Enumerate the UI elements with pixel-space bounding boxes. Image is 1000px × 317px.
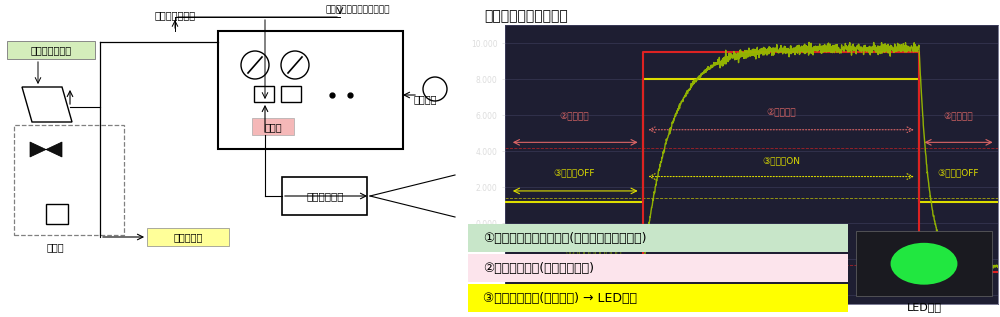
Text: ②　電磁弁出力(開閉指令信号): ② 電磁弁出力(開閉指令信号) — [483, 262, 594, 275]
FancyBboxPatch shape — [856, 231, 992, 296]
FancyBboxPatch shape — [147, 228, 229, 246]
Text: データロガー: データロガー — [306, 191, 344, 201]
Circle shape — [281, 51, 309, 79]
Circle shape — [241, 51, 269, 79]
FancyBboxPatch shape — [468, 284, 848, 312]
Text: ②電磁弁閉: ②電磁弁閉 — [944, 111, 973, 120]
FancyBboxPatch shape — [46, 204, 68, 224]
FancyBboxPatch shape — [281, 86, 301, 102]
Text: 空気圧作動弁操作ユニット: 空気圧作動弁操作ユニット — [326, 5, 390, 15]
Text: LED発光: LED発光 — [906, 302, 942, 313]
FancyBboxPatch shape — [282, 177, 367, 215]
FancyBboxPatch shape — [468, 224, 848, 252]
Polygon shape — [22, 87, 72, 122]
Text: バルブ操作ガス: バルブ操作ガス — [154, 10, 196, 20]
FancyBboxPatch shape — [252, 118, 294, 135]
Text: ①ダイヤフラムリフト: ①ダイヤフラムリフト — [565, 249, 622, 258]
Polygon shape — [30, 142, 62, 157]
FancyBboxPatch shape — [468, 254, 848, 282]
Text: 電磁弁: 電磁弁 — [264, 122, 282, 132]
Text: ③センサON: ③センサON — [762, 156, 800, 165]
Circle shape — [891, 243, 957, 285]
FancyBboxPatch shape — [7, 41, 95, 59]
Circle shape — [423, 77, 447, 101]
Text: ②電磁弁閉: ②電磁弁閉 — [559, 111, 589, 120]
Text: 窒素ガス: 窒素ガス — [413, 94, 437, 104]
Text: ③センサOFF: ③センサOFF — [553, 168, 595, 178]
FancyBboxPatch shape — [254, 86, 274, 102]
Text: レーザー変位計: レーザー変位計 — [30, 45, 72, 55]
Text: ①　レーザー変位計出力(ダイヤフラムリフト): ① レーザー変位計出力(ダイヤフラムリフト) — [483, 232, 647, 245]
FancyBboxPatch shape — [218, 31, 403, 149]
Text: ③　センサ出力(開閉信号) → LED点灯: ③ センサ出力(開閉信号) → LED点灯 — [483, 292, 637, 305]
Text: 試供弁: 試供弁 — [46, 242, 64, 252]
Text: ②電磁弁開: ②電磁弁開 — [766, 107, 796, 116]
Text: ③センサOFF: ③センサOFF — [938, 168, 979, 178]
Text: センサ出力: センサ出力 — [173, 232, 203, 242]
Text: データロガー出力画面: データロガー出力画面 — [484, 10, 568, 23]
